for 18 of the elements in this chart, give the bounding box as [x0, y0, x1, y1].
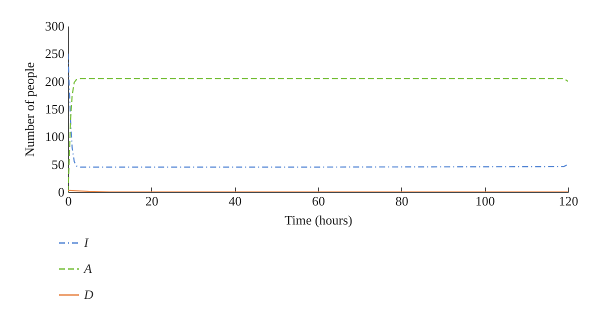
legend-label: D [83, 287, 94, 302]
legend-label: I [83, 235, 89, 250]
y-tick-label: 150 [45, 102, 64, 116]
y-tick-label: 100 [45, 129, 64, 144]
x-tick-label: 60 [312, 194, 325, 208]
x-tick-label: 40 [228, 194, 242, 208]
x-tick-label: 120 [558, 194, 578, 208]
y-tick-label: 300 [45, 18, 64, 34]
y-axis-title: Number of people [22, 62, 37, 157]
y-tick-label: 200 [45, 74, 64, 89]
y-tick-label: 250 [45, 46, 64, 62]
legend-label: A [83, 261, 92, 276]
x-tick-label: 100 [475, 194, 495, 208]
x-tick-label: 20 [145, 194, 158, 208]
x-axis-title: Time (hours) [284, 212, 352, 228]
y-tick-label: 50 [52, 156, 64, 172]
line-series [68, 53, 568, 168]
x-tick-label: 80 [395, 194, 408, 208]
